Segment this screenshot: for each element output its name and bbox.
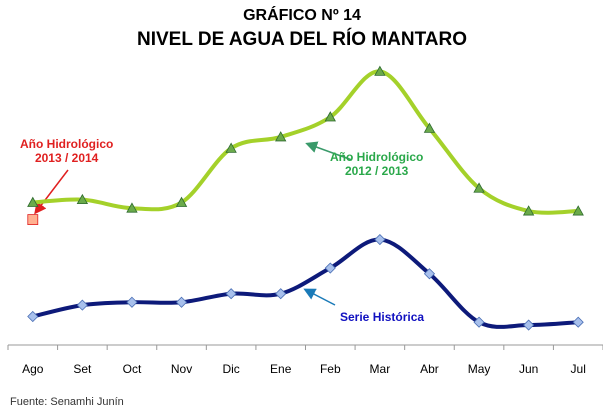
point-marker bbox=[76, 193, 89, 205]
x-tick-label: Nov bbox=[171, 362, 192, 376]
point-marker bbox=[27, 310, 39, 323]
point-marker bbox=[126, 202, 138, 213]
point-marker bbox=[324, 262, 336, 274]
source-note: Fuente: Senamhi Junín bbox=[10, 396, 124, 408]
chart-subtitle: NIVEL DE AGUA DEL RÍO MANTARO bbox=[137, 28, 467, 50]
series-label: Año Hidrológico 2012 / 2013 bbox=[330, 150, 424, 178]
x-tick-label: Jun bbox=[519, 362, 538, 376]
x-tick-label: May bbox=[468, 362, 491, 376]
x-tick-label: Set bbox=[73, 362, 92, 376]
point-marker bbox=[572, 316, 584, 328]
point-marker bbox=[374, 65, 386, 76]
point-marker bbox=[27, 196, 39, 207]
series-line bbox=[32, 237, 579, 329]
x-tick-label: Oct bbox=[123, 362, 142, 376]
point-marker bbox=[225, 288, 237, 300]
series-label: Serie Histórica bbox=[340, 310, 425, 324]
point-marker bbox=[275, 131, 287, 142]
point-marker bbox=[126, 296, 138, 308]
point-marker bbox=[27, 214, 39, 226]
point-marker bbox=[175, 296, 188, 308]
x-tick-label: Dic bbox=[222, 362, 239, 376]
annotation-arrow bbox=[34, 169, 69, 215]
x-tick-label: Jul bbox=[571, 362, 586, 376]
chart-title: GRÁFICO Nº 14 bbox=[243, 5, 361, 24]
point-marker bbox=[275, 288, 287, 300]
point-marker bbox=[572, 205, 584, 216]
point-marker bbox=[76, 299, 88, 311]
point-marker bbox=[522, 205, 535, 216]
annotation-arrow bbox=[303, 288, 336, 306]
point-marker bbox=[374, 233, 386, 246]
x-tick-label: Abr bbox=[420, 362, 439, 376]
point-marker bbox=[423, 122, 436, 133]
point-marker bbox=[423, 268, 436, 280]
series-label: Año Hidrológico 2013 / 2014 bbox=[20, 137, 114, 165]
series-line bbox=[32, 69, 579, 215]
point-marker bbox=[523, 319, 535, 331]
point-marker bbox=[225, 142, 237, 153]
point-marker bbox=[324, 111, 336, 122]
point-marker bbox=[175, 196, 188, 207]
point-marker bbox=[473, 182, 485, 193]
point-marker bbox=[473, 316, 485, 328]
x-tick-label: Mar bbox=[370, 362, 391, 376]
x-tick-label: Ene bbox=[270, 362, 292, 376]
annotation-arrow bbox=[305, 141, 353, 161]
x-tick-label: Feb bbox=[320, 362, 341, 376]
x-tick-label: Ago bbox=[22, 362, 44, 376]
